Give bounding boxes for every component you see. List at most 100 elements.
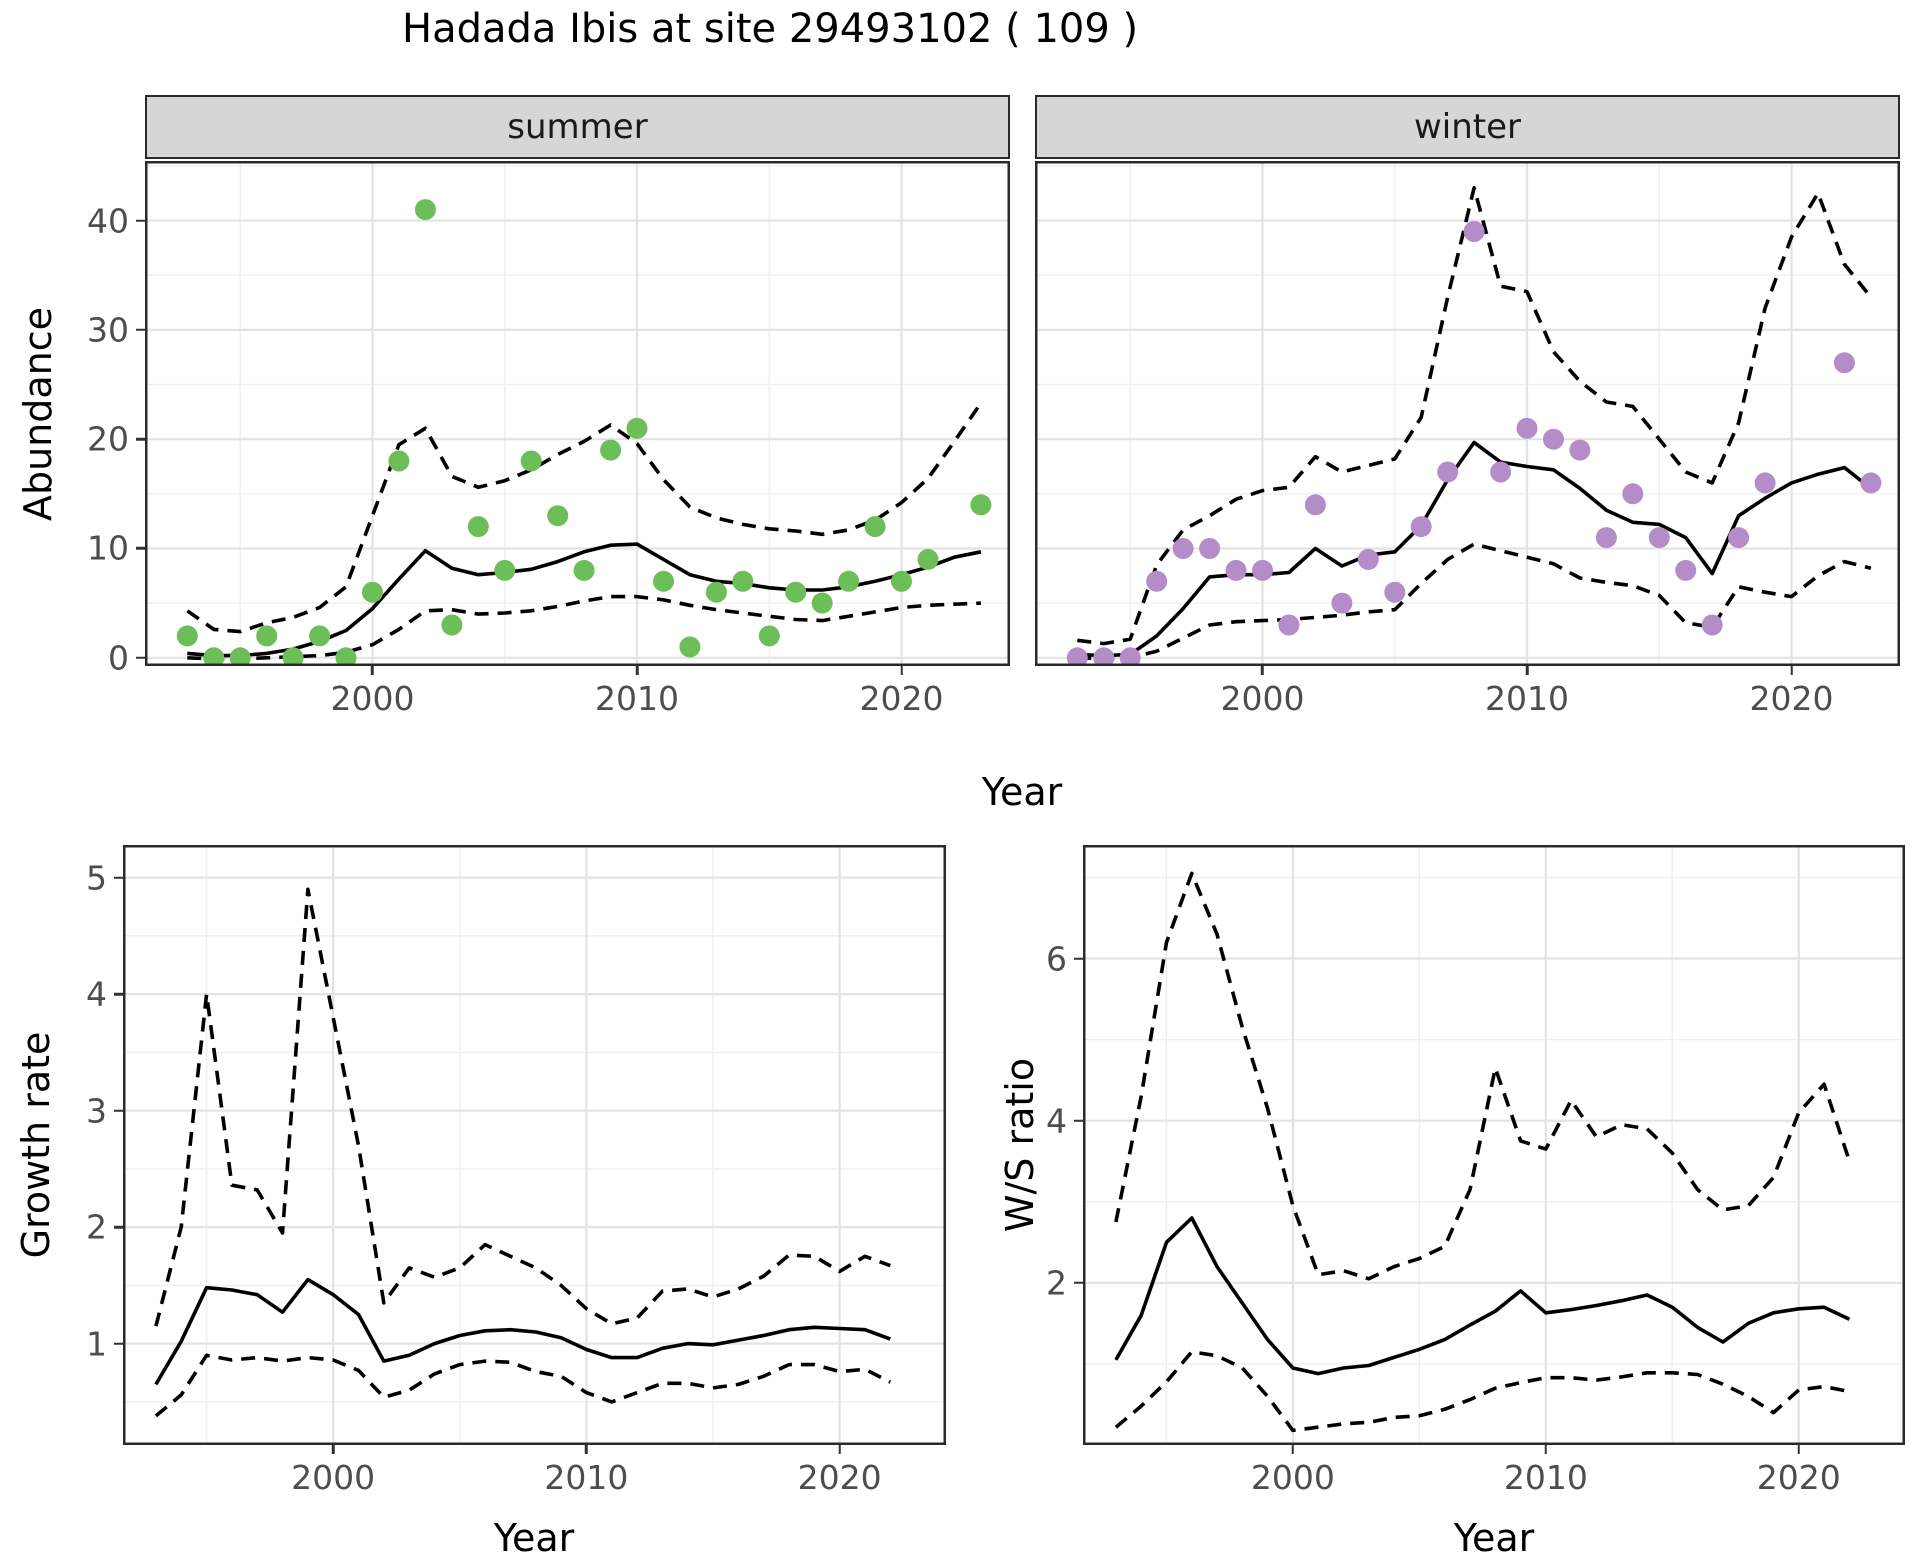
panel-border [1083,845,1905,1445]
lower_ci-line [187,594,981,661]
y-tick-mark [1074,1281,1083,1285]
facet-strip-winter-label: winter [1413,107,1522,147]
data-point [520,450,542,472]
lower_ci-line [1077,542,1872,661]
data-point [1093,647,1115,666]
y-tick-mark [1074,1119,1083,1122]
upper_ci-line [1077,185,1873,646]
y-tick-mark [1074,957,1083,960]
y-tick-mark [136,547,145,550]
data-point [282,647,304,666]
data-point [1648,527,1670,549]
x-tick-label: 2000 [1220,679,1305,718]
data-point [1463,221,1485,242]
data-point [1860,472,1882,494]
data-point [600,439,622,461]
panel-border [145,161,1010,666]
y-tick-mark [136,328,145,332]
x-tick-mark [838,1445,841,1454]
x-tick-label: 2000 [330,679,415,718]
x-tick-label: 2010 [544,1458,629,1497]
data-point [758,625,780,647]
facet-strip-winter: winter [1035,95,1900,159]
data-point [256,625,278,647]
y-tick-mark [114,992,123,996]
data-point [1701,614,1723,636]
data-point [838,570,860,592]
data-point [229,647,251,666]
fit-line [1077,440,1873,658]
year-axis-label-growth: Year [493,1516,575,1560]
data-point [1172,538,1194,559]
x-tick-label: 2020 [797,1458,882,1497]
data-point [335,647,357,666]
x-tick-mark [1797,1445,1801,1454]
panel-border [123,845,946,1445]
data-point [1490,461,1512,483]
data-point [891,570,912,592]
figure-title: Hadada Ibis at site 29493102 ( 109 ) [402,6,1139,52]
data-point [1252,559,1273,581]
x-tick-label: 2000 [1250,1458,1335,1497]
data-point [1146,570,1168,592]
ws-ratio-chart [1083,845,1905,1445]
data-point [573,559,595,581]
y-tick-label: 4 [86,974,107,1014]
data-point [494,559,516,581]
x-tick-mark [585,1445,588,1454]
y-tick-label: 2 [86,1207,107,1247]
data-point [1119,647,1141,666]
x-tick-mark [1291,1445,1295,1454]
y-tick-mark [114,1109,123,1112]
data-point [309,625,331,647]
y-tick-label: 10 [87,528,129,568]
y-tick-label: 0 [108,638,129,678]
fit-line [1114,1216,1851,1376]
data-point [970,494,992,516]
data-point [176,625,198,647]
x-tick-label: 2020 [1756,1458,1841,1497]
y-tick-mark [114,1342,123,1345]
data-point [1569,439,1591,461]
abundance-axis-label: Abundance [16,306,60,522]
winter-abundance-chart [1035,161,1900,666]
growth-rate-axis-label: Growth rate [14,1031,58,1259]
data-point [1437,461,1459,483]
data-point [1543,428,1564,450]
lower_ci-line [154,1353,892,1418]
x-tick-label: 2000 [291,1458,376,1497]
data-point [1066,647,1088,666]
x-tick-label: 2020 [1749,679,1834,718]
data-point [785,581,807,603]
data-point [441,614,463,636]
fit-line [154,1277,891,1386]
y-tick-label: 3 [86,1091,107,1131]
data-point [1728,527,1750,549]
x-tick-label: 2010 [1503,1458,1588,1497]
data-point [203,647,225,666]
y-tick-label: 2 [1046,1263,1067,1303]
data-point [626,417,648,439]
data-point [1199,538,1221,559]
upper_ci-line [186,402,983,634]
data-point [1278,614,1300,636]
data-point [679,636,701,658]
year-axis-label-ws: Year [1453,1516,1535,1560]
x-tick-label: 2010 [595,679,680,718]
data-point [362,581,383,603]
x-tick-mark [900,666,903,675]
panel-border [1035,161,1900,666]
y-tick-mark [136,656,145,660]
data-point [467,516,489,538]
upper_ci-line [1114,871,1852,1281]
x-tick-mark [1525,666,1529,675]
x-tick-mark [1790,666,1793,675]
x-tick-mark [1261,666,1264,675]
data-point [653,570,674,592]
data-point [705,581,727,603]
x-tick-mark [371,666,374,675]
data-point [917,548,939,570]
summer-abundance-chart [145,161,1010,666]
y-tick-mark [136,437,145,441]
